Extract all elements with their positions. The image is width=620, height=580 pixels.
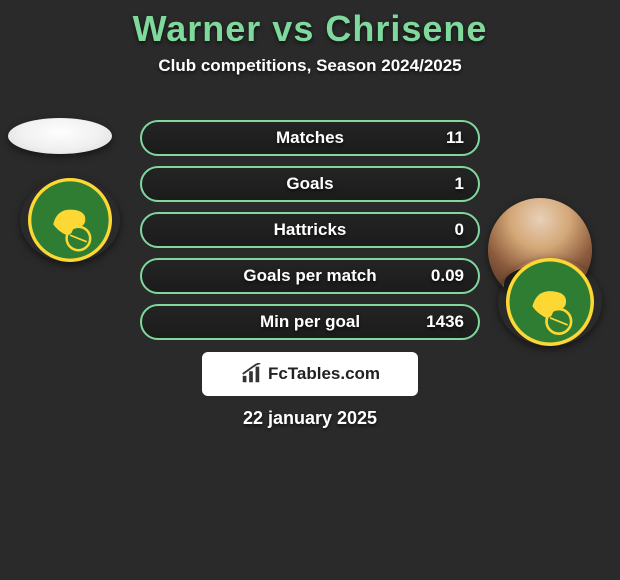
page-title: Warner vs Chrisene: [0, 0, 620, 50]
stat-value-right: 1: [455, 174, 464, 194]
club-crest-icon: [498, 258, 602, 346]
stat-value-right: 1436: [426, 312, 464, 332]
stat-value-right: 11: [446, 128, 464, 148]
stat-label: Hattricks: [274, 220, 347, 240]
stats-table: Matches 11 Goals 1 Hattricks 0 Goals per match…: [140, 120, 480, 350]
date-label: 22 january 2025: [243, 408, 377, 429]
bar-chart-icon: [240, 363, 262, 385]
player-left-avatar: [8, 118, 112, 154]
stat-row: Goals per match 0.09: [140, 258, 480, 294]
fctables-watermark: FcTables.com: [202, 352, 418, 396]
stat-row: Goals 1: [140, 166, 480, 202]
stat-row: Hattricks 0: [140, 212, 480, 248]
stat-value-right: 0: [455, 220, 464, 240]
stat-row: Matches 11: [140, 120, 480, 156]
stat-label: Min per goal: [260, 312, 360, 332]
stat-label: Goals per match: [243, 266, 376, 286]
player-right-club-badge: [498, 258, 602, 346]
subtitle: Club competitions, Season 2024/2025: [0, 56, 620, 76]
club-crest-icon: [20, 178, 120, 262]
stat-label: Matches: [276, 128, 344, 148]
stat-row: Min per goal 1436: [140, 304, 480, 340]
stat-value-right: 0.09: [431, 266, 464, 286]
player-left-club-badge: [20, 178, 120, 262]
stat-label: Goals: [286, 174, 333, 194]
fctables-label: FcTables.com: [268, 364, 380, 384]
